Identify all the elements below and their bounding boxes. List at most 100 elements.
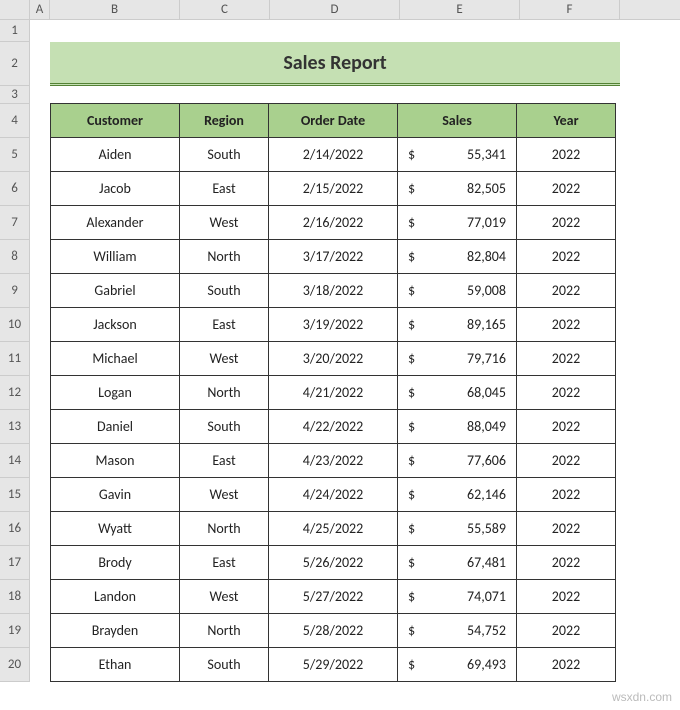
cell-region[interactable]: South — [179, 409, 269, 444]
row-header-14[interactable]: 14 — [0, 444, 29, 478]
header-year[interactable]: Year — [516, 103, 616, 138]
row-header-18[interactable]: 18 — [0, 580, 29, 614]
cell-year[interactable]: 2022 — [516, 545, 616, 580]
cell-year[interactable]: 2022 — [516, 579, 616, 614]
cell-year[interactable]: 2022 — [516, 443, 616, 478]
cell-order-date[interactable]: 5/26/2022 — [268, 545, 398, 580]
header-sales[interactable]: Sales — [397, 103, 517, 138]
cell-customer[interactable]: Gavin — [50, 477, 180, 512]
cell-region[interactable]: South — [179, 273, 269, 308]
cell-year[interactable]: 2022 — [516, 239, 616, 274]
cell-customer[interactable]: Gabriel — [50, 273, 180, 308]
row-header-7[interactable]: 7 — [0, 206, 29, 240]
cell-order-date[interactable]: 4/23/2022 — [268, 443, 398, 478]
cell-customer[interactable]: Ethan — [50, 647, 180, 682]
cell-sales[interactable]: $ 68,045 — [397, 375, 517, 410]
cell-sales[interactable]: $ 77,606 — [397, 443, 517, 478]
cell-year[interactable]: 2022 — [516, 375, 616, 410]
row-header-4[interactable]: 4 — [0, 104, 29, 138]
row-header-9[interactable]: 9 — [0, 274, 29, 308]
cell-order-date[interactable]: 3/20/2022 — [268, 341, 398, 376]
cell-customer[interactable]: Brody — [50, 545, 180, 580]
cell-year[interactable]: 2022 — [516, 137, 616, 172]
cell-customer[interactable]: Michael — [50, 341, 180, 376]
row-header-3[interactable]: 3 — [0, 86, 29, 104]
cell-year[interactable]: 2022 — [516, 307, 616, 342]
row-header-12[interactable]: 12 — [0, 376, 29, 410]
cell-sales[interactable]: $ 54,752 — [397, 613, 517, 648]
cell-customer[interactable]: Alexander — [50, 205, 180, 240]
col-header-d[interactable]: D — [270, 0, 400, 19]
header-customer[interactable]: Customer — [50, 103, 180, 138]
cell-customer[interactable]: Jacob — [50, 171, 180, 206]
row-header-1[interactable]: 1 — [0, 20, 29, 42]
report-title[interactable]: Sales Report — [50, 42, 620, 86]
row-header-2[interactable]: 2 — [0, 42, 29, 86]
cell-year[interactable]: 2022 — [516, 477, 616, 512]
header-order-date[interactable]: Order Date — [268, 103, 398, 138]
cell-region[interactable]: North — [179, 511, 269, 546]
row-header-10[interactable]: 10 — [0, 308, 29, 342]
cell-order-date[interactable]: 5/29/2022 — [268, 647, 398, 682]
cell-year[interactable]: 2022 — [516, 511, 616, 546]
cell-region[interactable]: West — [179, 341, 269, 376]
cell-customer[interactable]: Mason — [50, 443, 180, 478]
cell-year[interactable]: 2022 — [516, 409, 616, 444]
cell-region[interactable]: South — [179, 647, 269, 682]
cell-sales[interactable]: $ 82,505 — [397, 171, 517, 206]
cell-sales[interactable]: $ 69,493 — [397, 647, 517, 682]
cell-sales[interactable]: $ 55,341 — [397, 137, 517, 172]
select-all-corner[interactable] — [0, 0, 30, 19]
row-header-16[interactable]: 16 — [0, 512, 29, 546]
cell-sales[interactable]: $ 77,019 — [397, 205, 517, 240]
row-header-8[interactable]: 8 — [0, 240, 29, 274]
cell-customer[interactable]: Logan — [50, 375, 180, 410]
cell-order-date[interactable]: 4/22/2022 — [268, 409, 398, 444]
row-header-11[interactable]: 11 — [0, 342, 29, 376]
cell-order-date[interactable]: 2/16/2022 — [268, 205, 398, 240]
cell-year[interactable]: 2022 — [516, 613, 616, 648]
header-region[interactable]: Region — [179, 103, 269, 138]
cell-order-date[interactable]: 2/15/2022 — [268, 171, 398, 206]
cell-year[interactable]: 2022 — [516, 171, 616, 206]
cell-customer[interactable]: Aiden — [50, 137, 180, 172]
cell-order-date[interactable]: 5/28/2022 — [268, 613, 398, 648]
col-header-c[interactable]: C — [180, 0, 270, 19]
cell-region[interactable]: North — [179, 239, 269, 274]
cell-sales[interactable]: $ 67,481 — [397, 545, 517, 580]
cell-region[interactable]: South — [179, 137, 269, 172]
cell-order-date[interactable]: 3/18/2022 — [268, 273, 398, 308]
cell-region[interactable]: North — [179, 375, 269, 410]
cell-sales[interactable]: $ 59,008 — [397, 273, 517, 308]
col-header-f[interactable]: F — [520, 0, 620, 19]
cell-year[interactable]: 2022 — [516, 205, 616, 240]
col-header-b[interactable]: B — [50, 0, 180, 19]
cell-year[interactable]: 2022 — [516, 273, 616, 308]
cell-order-date[interactable]: 4/21/2022 — [268, 375, 398, 410]
cell-sales[interactable]: $ 55,589 — [397, 511, 517, 546]
cell-sales[interactable]: $ 89,165 — [397, 307, 517, 342]
cell-customer[interactable]: Brayden — [50, 613, 180, 648]
row-header-5[interactable]: 5 — [0, 138, 29, 172]
cell-sales[interactable]: $ 74,071 — [397, 579, 517, 614]
cell-order-date[interactable]: 2/14/2022 — [268, 137, 398, 172]
cell-customer[interactable]: Landon — [50, 579, 180, 614]
cell-customer[interactable]: Wyatt — [50, 511, 180, 546]
cell-customer[interactable]: William — [50, 239, 180, 274]
col-header-a[interactable]: A — [30, 0, 50, 19]
cell-order-date[interactable]: 3/19/2022 — [268, 307, 398, 342]
cell-order-date[interactable]: 5/27/2022 — [268, 579, 398, 614]
cell-region[interactable]: East — [179, 443, 269, 478]
cell-region[interactable]: West — [179, 579, 269, 614]
row-header-6[interactable]: 6 — [0, 172, 29, 206]
cell-sales[interactable]: $ 62,146 — [397, 477, 517, 512]
cell-region[interactable]: North — [179, 613, 269, 648]
cell-customer[interactable]: Daniel — [50, 409, 180, 444]
row-header-20[interactable]: 20 — [0, 648, 29, 682]
cell-order-date[interactable]: 3/17/2022 — [268, 239, 398, 274]
cell-region[interactable]: West — [179, 205, 269, 240]
cell-sales[interactable]: $ 79,716 — [397, 341, 517, 376]
row-header-17[interactable]: 17 — [0, 546, 29, 580]
cell-region[interactable]: East — [179, 307, 269, 342]
cell-year[interactable]: 2022 — [516, 341, 616, 376]
